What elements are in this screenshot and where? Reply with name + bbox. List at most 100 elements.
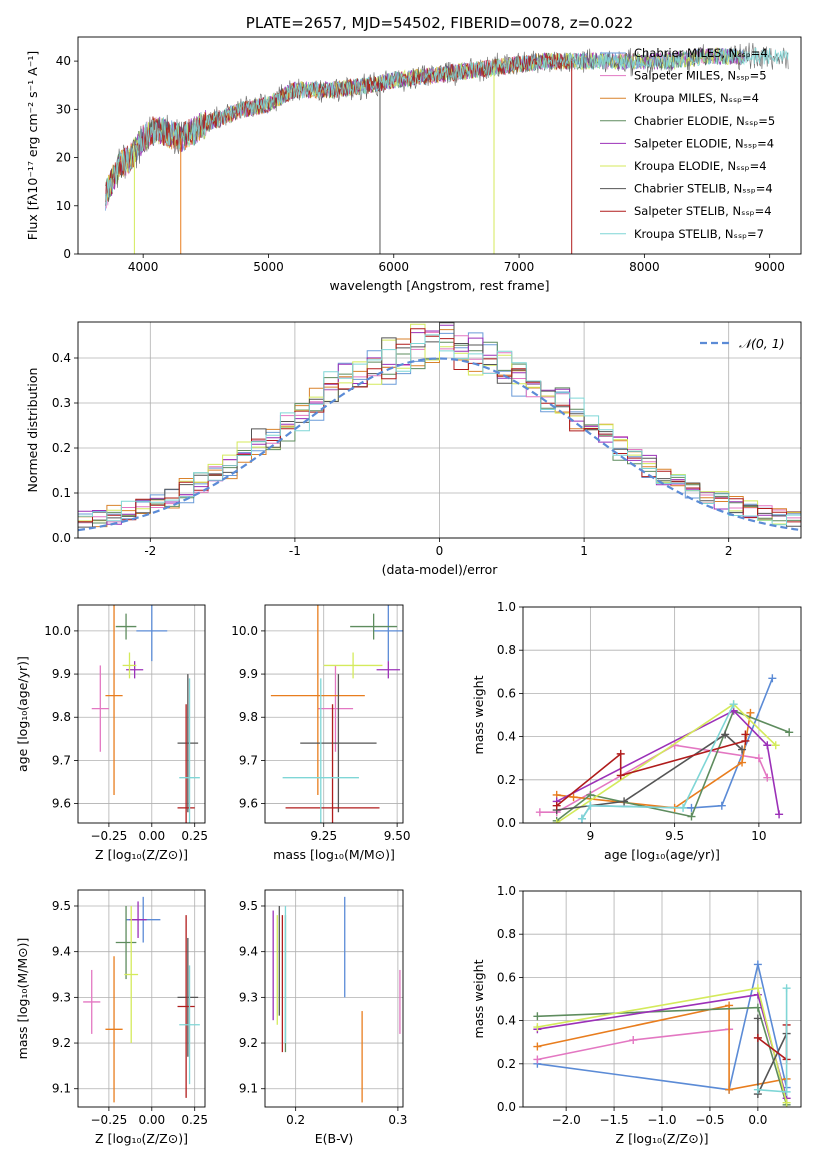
- data-marker: [687, 812, 696, 821]
- legend-entry: Salpeter STELIB, Nₛₛₚ=4: [634, 204, 772, 218]
- x-axis-label: wavelength [Angstrom, rest frame]: [329, 278, 549, 293]
- panel-7: −2.0 −1.5 −1.0 −0.5 0.0 0.0 0.2 0.4 0.6 0.8 1.0 Z […: [471, 884, 802, 1146]
- data-marker: [753, 984, 762, 993]
- data-marker: [725, 1085, 734, 1094]
- tick-label-y: 1.0: [497, 600, 516, 614]
- y-axis-label: mass weight: [471, 959, 486, 1038]
- panel-3: 9.25 9.50 9.6 9.7 9.8 9.9 10.0 mass [log₁₀(M/M⊙…: [231, 604, 411, 862]
- axes-frame: [77, 889, 206, 1108]
- histogram-step: [78, 322, 801, 528]
- tick-label-x: 0.0: [748, 1113, 767, 1127]
- data-marker: [738, 758, 747, 767]
- tick-label-x: 0.25: [181, 1113, 208, 1127]
- spectrum-line: [105, 42, 789, 206]
- tick-label-y: 9.1: [52, 1082, 71, 1096]
- data-marker: [552, 801, 561, 810]
- tick-label-y: 0.8: [497, 927, 516, 941]
- data-marker: [738, 745, 747, 754]
- tick-label-y: 30: [56, 102, 71, 116]
- spectrum-line: [105, 47, 789, 206]
- axes-frame: [522, 606, 802, 824]
- data-marker: [753, 1014, 762, 1023]
- tick-label-x: −0.25: [91, 1113, 128, 1127]
- plot-area: [91, 605, 200, 823]
- panel-0: 4000 5000 6000 7000 8000 9000 0 10 20 30 40 wavelen…: [25, 36, 802, 293]
- spectrum-line: [105, 52, 573, 203]
- tick-label-x: 1: [580, 544, 588, 558]
- tick-label-y: 10.0: [231, 624, 258, 638]
- tick-label-y: 0: [63, 247, 71, 261]
- tick-label-y: 9.3: [52, 990, 71, 1004]
- tick-label-x: 0.00: [138, 1113, 165, 1127]
- data-marker: [721, 730, 730, 739]
- tick-label-y: 9.6: [52, 797, 71, 811]
- weight-line: [537, 964, 788, 1091]
- tick-label-x: 2: [725, 544, 733, 558]
- tick-label-y: 9.9: [52, 667, 71, 681]
- tick-label-y: 0.2: [497, 1057, 516, 1071]
- data-marker: [679, 803, 688, 812]
- tick-label-x: 0.25: [181, 829, 208, 843]
- tick-label-y: 1.0: [497, 884, 516, 898]
- data-marker: [616, 771, 625, 780]
- tick-label-x: 5000: [253, 260, 284, 274]
- tick-label-x: 0.00: [138, 829, 165, 843]
- tick-label-y: 9.8: [239, 710, 258, 724]
- tick-label-x: 0.2: [286, 1113, 305, 1127]
- tick-label-x: −0.25: [91, 829, 128, 843]
- tick-label-y: 9.5: [52, 899, 71, 913]
- tick-label-y: 9.8: [52, 710, 71, 724]
- data-marker: [763, 773, 772, 782]
- y-axis-label: Normed distribution: [25, 368, 40, 493]
- tick-label-x: 9.50: [384, 829, 411, 843]
- tick-label-y: 0.0: [497, 816, 516, 830]
- data-marker: [746, 708, 755, 717]
- tick-label-x: 4000: [128, 260, 159, 274]
- gaussian-curve: [78, 357, 801, 532]
- axes-frame: [264, 604, 404, 824]
- tick-label-y: 0.2: [52, 441, 71, 455]
- tick-label-y: 0.0: [52, 531, 71, 545]
- weight-line: [556, 709, 780, 815]
- tick-label-y: 0.0: [497, 1100, 516, 1114]
- tick-label-x: −2.0: [552, 1113, 581, 1127]
- x-axis-label: age [log₁₀(age/yr)]: [604, 847, 720, 862]
- data-marker: [533, 1055, 542, 1064]
- x-axis-label: (data-model)/error: [382, 562, 499, 577]
- axes-frame: [522, 890, 802, 1108]
- plot-area: [533, 960, 791, 1107]
- x-axis-label: Z [log₁₀(Z/Z⊙)]: [95, 847, 188, 862]
- x-axis-label: Z [log₁₀(Z/Z⊙)]: [616, 1131, 709, 1146]
- data-marker: [741, 730, 750, 739]
- panel-1: -2 -1 0 1 2 0.0 0.1 0.2 0.3 0.4 (data-model)/error…: [25, 321, 802, 577]
- plot-area: [105, 42, 789, 254]
- data-marker: [775, 810, 784, 819]
- data-marker: [785, 728, 794, 737]
- tick-label-y: 9.7: [52, 753, 71, 767]
- histogram-step: [78, 323, 801, 525]
- data-marker: [620, 797, 629, 806]
- x-axis-label: E(B-V): [315, 1131, 354, 1146]
- x-axis-label: Z [log₁₀(Z/Z⊙)]: [95, 1131, 188, 1146]
- axes-frame: [264, 889, 404, 1108]
- axes-frame: [77, 36, 802, 255]
- data-marker: [754, 754, 763, 763]
- data-marker: [535, 808, 544, 817]
- tick-label-y: 9.6: [239, 797, 258, 811]
- tick-label-y: 9.1: [239, 1082, 258, 1096]
- tick-label-x: −1.0: [647, 1113, 676, 1127]
- data-marker: [629, 1036, 638, 1045]
- data-marker: [616, 749, 625, 758]
- data-marker: [552, 819, 561, 823]
- x-axis-label: mass [log₁₀(M/M⊙)]: [273, 847, 395, 862]
- tick-label-y: 9.9: [239, 667, 258, 681]
- data-marker: [753, 1085, 762, 1094]
- data-marker: [753, 1033, 762, 1042]
- weight-line: [556, 734, 747, 807]
- tick-label-y: 20: [56, 151, 71, 165]
- panel-2: −0.25 0.00 0.25 9.6 9.7 9.8 9.9 10.0 Z [log₁₀(Z/…: [15, 604, 208, 862]
- tick-label-x: -1: [289, 544, 301, 558]
- plot-area: [78, 322, 801, 532]
- histogram-step: [78, 334, 801, 526]
- panel-4: 9 9.5 10 0.0 0.2 0.4 0.6 0.8 1.0 age [log₁₀(age/y…: [471, 600, 802, 862]
